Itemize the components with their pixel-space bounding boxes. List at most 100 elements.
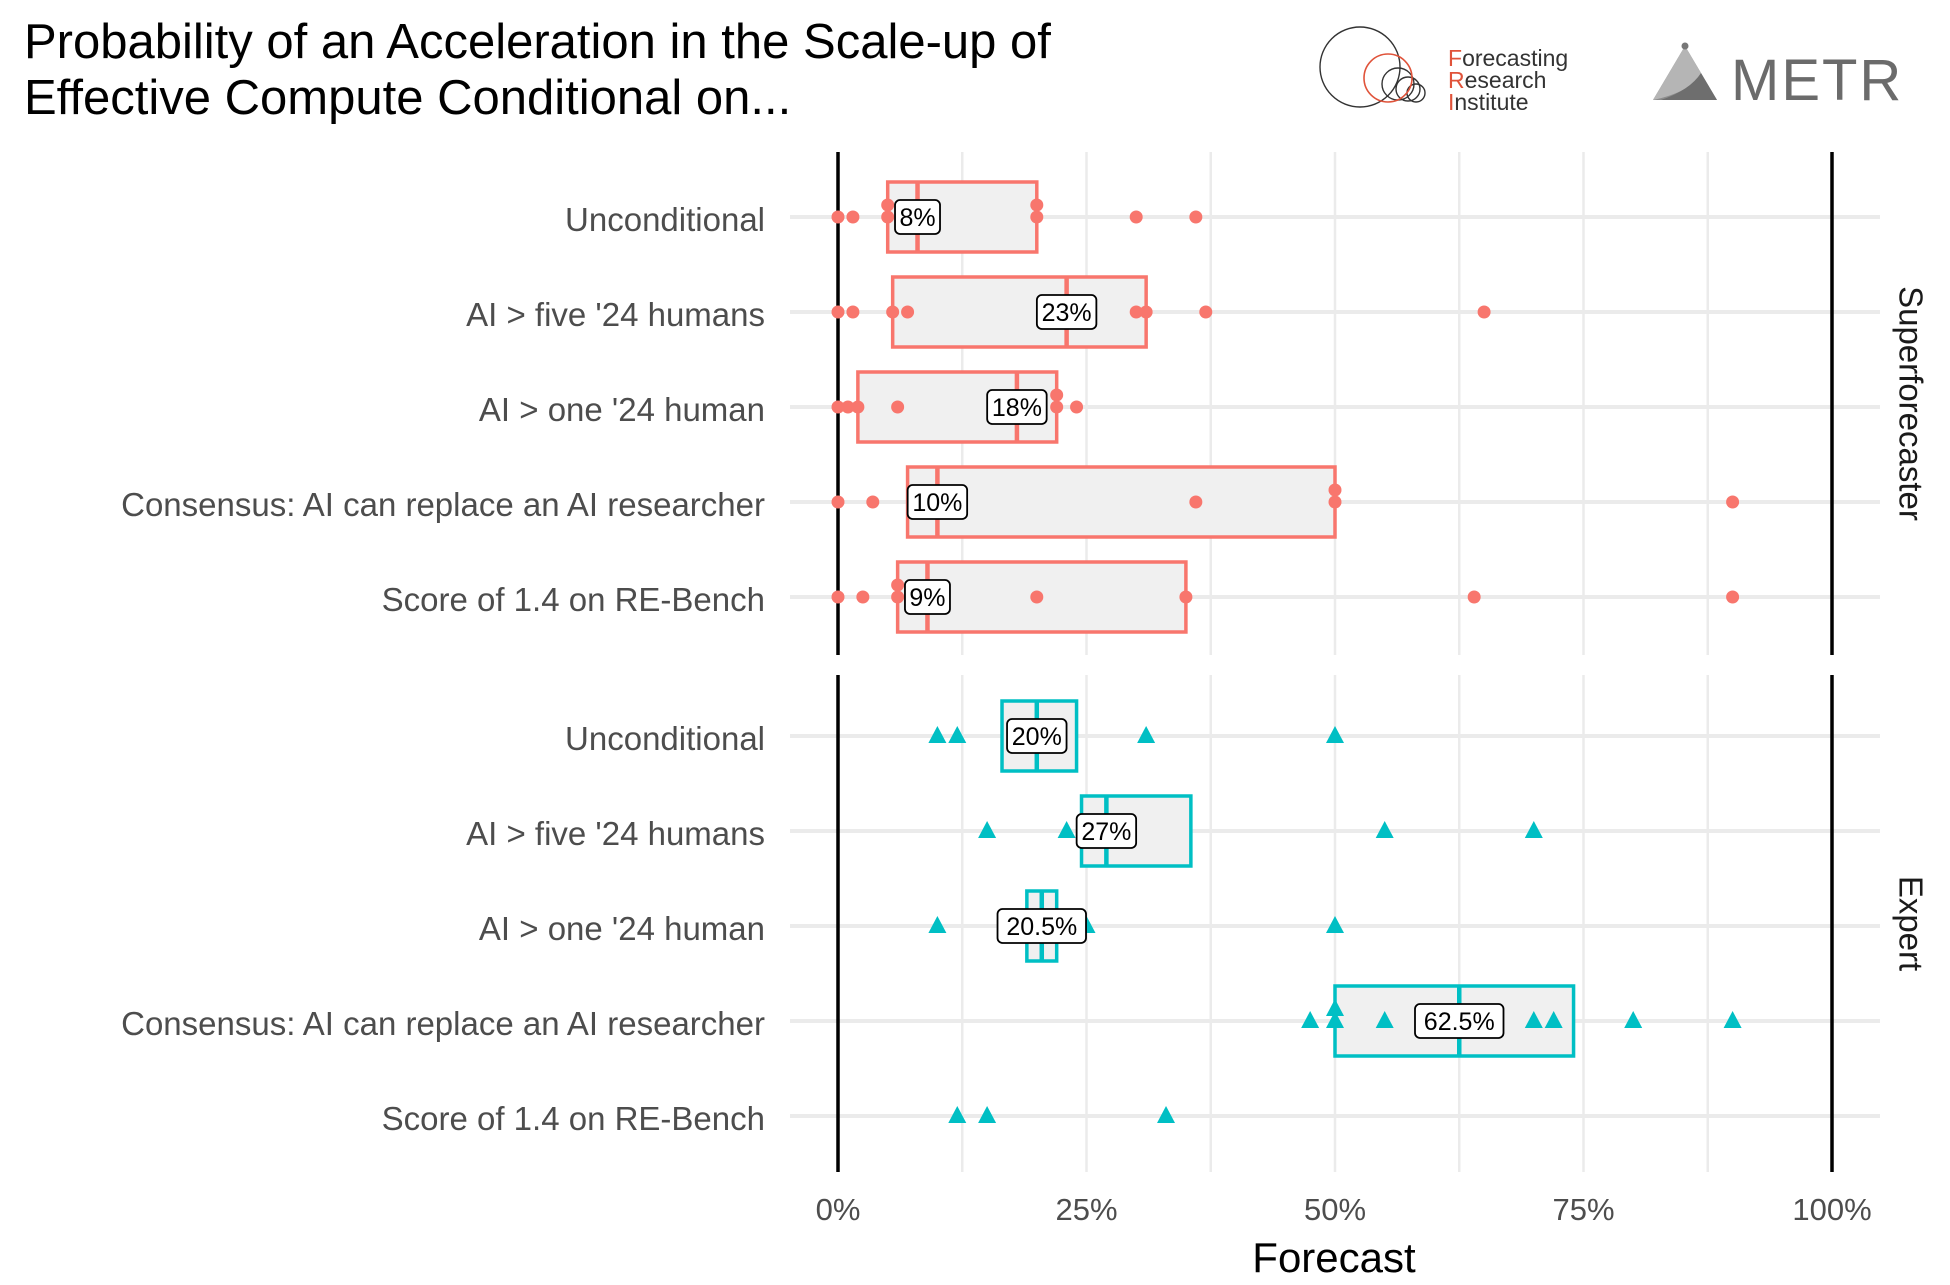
median-label-box (1414, 1003, 1505, 1039)
metr-logo-text: METR (1731, 48, 1903, 112)
point-expert (978, 821, 997, 838)
point-expert (1301, 1011, 1320, 1028)
y-axis-label-ai-five-24-humans: AI > five '24 humans (466, 296, 765, 333)
point-superforecaster (846, 210, 860, 224)
point-superforecaster (831, 400, 845, 414)
point-expert (1326, 1011, 1344, 1028)
point-superforecaster (1030, 210, 1044, 224)
median-label-box (1006, 718, 1068, 754)
point-expert (1524, 1011, 1543, 1028)
metr-logo-mark (1653, 42, 1717, 100)
box-superforecaster-ai-five-24-humans (890, 275, 1148, 349)
point-expert (928, 726, 947, 743)
point-expert (948, 1106, 967, 1123)
median-label: 8% (899, 204, 935, 232)
point-expert (1326, 999, 1344, 1016)
point-superforecaster (1139, 305, 1153, 319)
point-expert (1326, 726, 1344, 743)
point-expert (1544, 1011, 1563, 1028)
median-label: 20.5% (1006, 913, 1077, 941)
median-label: 62.5% (1424, 1008, 1495, 1036)
y-axis-label-ai-one-24-human: AI > one '24 human (479, 391, 765, 428)
point-expert (1157, 1106, 1176, 1123)
point-superforecaster (891, 400, 905, 414)
y-axis-label-consensus-ai-can-replace-an-ai-researcher: Consensus: AI can replace an AI research… (121, 1005, 765, 1042)
point-superforecaster (831, 495, 845, 509)
point-expert (978, 1106, 997, 1123)
point-superforecaster (866, 495, 880, 509)
x-tick-label: 25% (1055, 1192, 1117, 1227)
x-axis-labels: 0% 25% 50% 75% 100% (816, 1192, 1872, 1227)
point-superforecaster (1189, 210, 1203, 224)
median-label-box (894, 199, 941, 235)
median-label-box (986, 389, 1048, 425)
point-superforecaster (1179, 590, 1193, 604)
fri-logo-word-1: orecasting (1462, 45, 1568, 71)
facet-strips: Superforecaster Expert (1892, 286, 1929, 971)
metr-logo: METR (1653, 42, 1903, 112)
point-superforecaster (1328, 483, 1342, 497)
median-label-box (1035, 294, 1098, 330)
point-superforecaster (891, 590, 905, 604)
point-expert (948, 726, 967, 743)
fri-logo-initial-r: R (1448, 67, 1465, 93)
median-label: 9% (909, 584, 945, 612)
point-expert (1375, 821, 1394, 838)
y-axis-label-score-of-1-4-on-re-bench: Score of 1.4 on RE-Bench (382, 1100, 765, 1137)
point-superforecaster (1199, 305, 1213, 319)
x-axis-title: Forecast (1252, 1234, 1416, 1281)
x-tick-label: 75% (1552, 1192, 1614, 1227)
median-label-box (996, 908, 1087, 944)
y-axis-label-ai-one-24-human: AI > one '24 human (479, 910, 765, 947)
point-superforecaster (1070, 400, 1084, 414)
svg-text:Research: Research (1448, 67, 1546, 93)
fri-logo-initial-i: I (1448, 89, 1454, 115)
point-superforecaster (1030, 198, 1044, 212)
median-label-box (904, 579, 951, 615)
point-expert (1624, 1011, 1643, 1028)
fri-logo-initial-f: F (1448, 45, 1462, 71)
grid-layer (790, 152, 1880, 1172)
point-superforecaster (1050, 388, 1064, 402)
median-label: 10% (912, 489, 962, 517)
point-expert (1375, 1011, 1394, 1028)
point-superforecaster (1129, 210, 1143, 224)
point-superforecaster (1129, 305, 1143, 319)
x-tick-label: 100% (1792, 1192, 1871, 1227)
point-superforecaster (1467, 590, 1481, 604)
fri-logo-word-2: esearch (1465, 67, 1547, 93)
point-superforecaster (1030, 590, 1044, 604)
y-axis-label-score-of-1-4-on-re-bench: Score of 1.4 on RE-Bench (382, 581, 765, 618)
y-axis-label-unconditional: Unconditional (565, 720, 765, 757)
point-superforecaster (831, 210, 845, 224)
point-superforecaster (831, 590, 845, 604)
median-label: 27% (1081, 818, 1131, 846)
y-axis-label-ai-five-24-humans: AI > five '24 humans (466, 815, 765, 852)
median-label: 18% (992, 394, 1042, 422)
median-label: 20% (1012, 723, 1062, 751)
median-label-box (906, 484, 969, 520)
chart-title: Probability of an Acceleration in the Sc… (24, 15, 1051, 125)
x-tick-label: 50% (1304, 1192, 1366, 1227)
y-axis-label-consensus-ai-can-replace-an-ai-researcher: Consensus: AI can replace an AI research… (121, 486, 765, 523)
point-superforecaster (1477, 305, 1491, 319)
point-superforecaster (886, 305, 900, 319)
point-superforecaster (1189, 495, 1203, 509)
point-superforecaster (851, 400, 865, 414)
y-axis-label-unconditional: Unconditional (565, 201, 765, 238)
x-tick-label: 0% (816, 1192, 861, 1227)
point-superforecaster (881, 198, 895, 212)
point-expert (1723, 1011, 1742, 1028)
point-superforecaster (856, 590, 870, 604)
point-superforecaster (1726, 495, 1740, 509)
point-expert (928, 916, 947, 933)
svg-text:Institute: Institute (1448, 89, 1529, 115)
fri-logo-word-3: nstitute (1454, 89, 1528, 115)
svg-text:Forecasting: Forecasting (1448, 45, 1568, 71)
point-superforecaster (1726, 590, 1740, 604)
point-superforecaster (841, 400, 855, 414)
point-expert (1057, 821, 1076, 838)
point-expert (1326, 916, 1344, 933)
fri-logo: Forecasting Research Institute (1319, 26, 1568, 115)
